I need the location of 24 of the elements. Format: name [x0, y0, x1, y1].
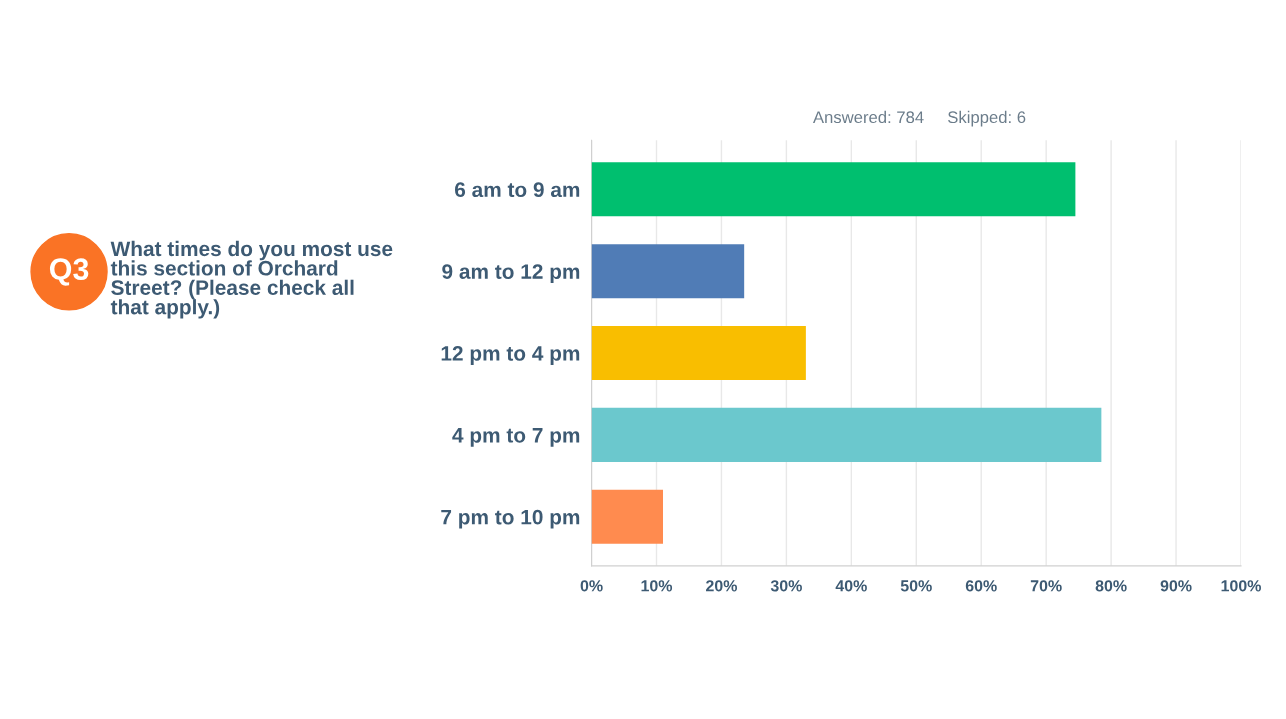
y-tick-label: 4 pm to 7 pm — [452, 428, 580, 447]
bar — [591, 407, 1102, 462]
text: Q3 — [49, 258, 89, 286]
x-tick-label: 70% — [1030, 580, 1062, 592]
x-tick-label: 60% — [965, 580, 997, 592]
y-tick-label: 9 am to 12 pm — [442, 264, 580, 284]
x-tick-label: 0% — [580, 580, 603, 592]
x-tick-label: 90% — [1160, 580, 1192, 592]
y-tick-label: 12 pm to 4 pm — [441, 346, 580, 365]
x-tick-label: 80% — [1095, 580, 1127, 592]
x-tick-label: 10% — [641, 580, 673, 592]
y-tick-label: 6 am to 9 am — [455, 182, 580, 198]
bar — [591, 244, 745, 299]
bar — [591, 489, 663, 544]
x-tick-label: 50% — [900, 580, 932, 592]
bar — [591, 162, 1076, 217]
chart-subtitle: Answered: 784 Skipped: 6 — [812, 110, 1026, 127]
x-tick-label: 100% — [1221, 580, 1261, 592]
x-tick-label: 30% — [770, 580, 802, 592]
x-tick-label: 20% — [706, 580, 738, 592]
text: What times do you most use this section of Orchard Street? (Please check all that apply.) — [110, 240, 393, 319]
x-tick-label: 40% — [835, 580, 867, 592]
y-tick-label: 7 pm to 10 pm — [441, 509, 580, 529]
bar — [591, 326, 806, 381]
